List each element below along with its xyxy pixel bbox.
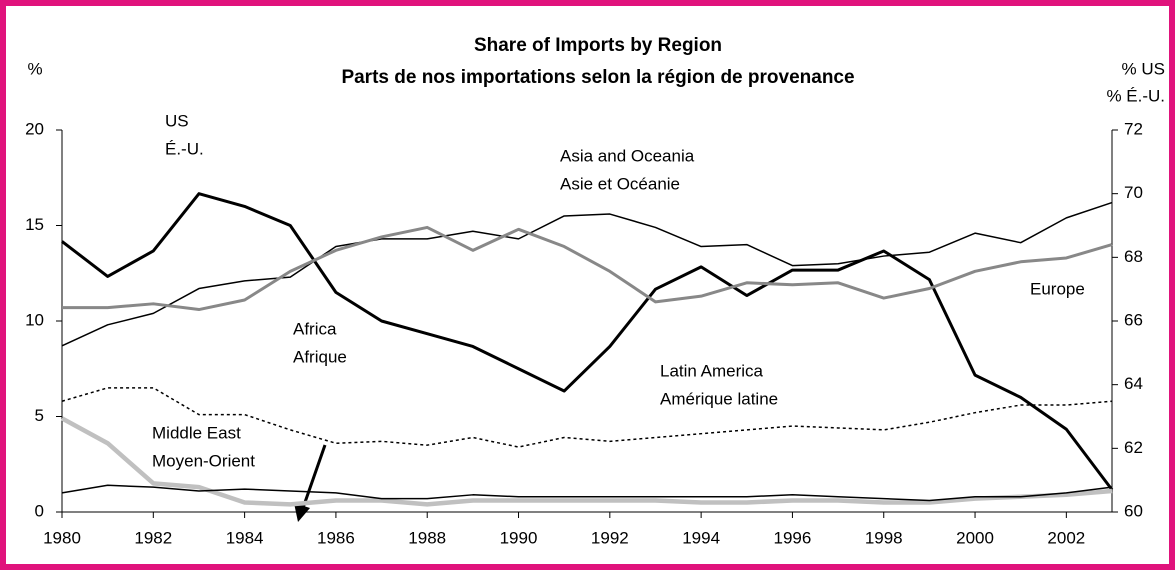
annotation: Asie et Océanie — [560, 174, 680, 193]
y2-tick-label: 70 — [1124, 183, 1143, 202]
y-tick-label: 5 — [35, 406, 44, 425]
y-tick-label: 0 — [35, 501, 44, 520]
chart-title: Share of Imports by Region — [474, 35, 722, 56]
y-tick-label: 20 — [25, 119, 44, 138]
series-line — [62, 225, 1113, 312]
annotation: Africa — [293, 319, 337, 338]
x-tick-label: 1980 — [43, 528, 81, 547]
annotation: Moyen-Orient — [152, 451, 255, 470]
x-tick-label: 1992 — [591, 528, 629, 547]
y2-tick-label: 64 — [1124, 374, 1143, 393]
y-tick-label: 10 — [25, 310, 44, 329]
annotation: Latin America — [660, 361, 764, 380]
series-line — [61, 201, 1113, 347]
x-tick-label: 1982 — [134, 528, 172, 547]
x-tick-label: 2000 — [956, 528, 994, 547]
y-axis-label: % — [27, 59, 42, 78]
x-tick-label: 1984 — [226, 528, 264, 547]
y2-axis-label: % US — [1122, 59, 1165, 78]
x-tick-label: 1990 — [500, 528, 538, 547]
y2-tick-label: 72 — [1124, 119, 1143, 138]
annotation: Middle East — [152, 423, 241, 442]
annotation: É.-U. — [165, 139, 204, 158]
y2-tick-label: 66 — [1124, 310, 1143, 329]
series-line — [61, 387, 1113, 448]
annotation: Afrique — [293, 347, 347, 366]
x-tick-label: 1986 — [317, 528, 355, 547]
annotation: US — [165, 111, 189, 130]
y2-axis-label: % É.-U. — [1106, 86, 1165, 105]
x-tick-label: 1998 — [865, 528, 903, 547]
x-tick-label: 2002 — [1047, 528, 1085, 547]
y2-tick-label: 68 — [1124, 247, 1143, 266]
series-line — [61, 484, 1113, 502]
x-tick-label: 1996 — [774, 528, 812, 547]
annotation: Europe — [1030, 279, 1085, 298]
chart-subtitle: Parts de nos importations selon la régio… — [341, 67, 854, 88]
series-line — [61, 192, 1114, 491]
arrow-shaft — [301, 444, 327, 509]
x-tick-label: 1994 — [682, 528, 720, 547]
annotation: Asia and Oceania — [560, 146, 695, 165]
y2-tick-label: 60 — [1124, 501, 1143, 520]
series-line — [60, 416, 1113, 507]
y2-tick-label: 62 — [1124, 438, 1143, 457]
y-tick-label: 15 — [25, 215, 44, 234]
annotation: Amérique latine — [660, 389, 778, 408]
x-tick-label: 1988 — [408, 528, 446, 547]
